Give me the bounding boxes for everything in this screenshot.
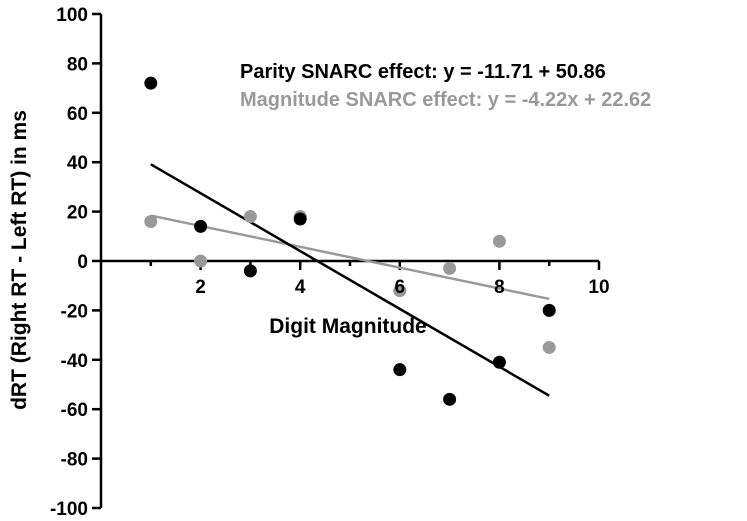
legend-magnitude-snarc: Magnitude SNARC effect: y = -4.22x + 22.… [240,89,651,111]
parity-data-point [443,392,457,406]
x-tick-label: 6 [395,277,406,298]
y-tick-label: -40 [61,351,88,372]
legend-parity-snarc: Parity SNARC effect: y = -11.71 + 50.86 [240,61,606,83]
parity-data-point [393,363,407,377]
magnitude-data-point [542,340,556,354]
magnitude-data-point [443,261,457,275]
parity-data-point [243,264,257,278]
y-tick-label: 100 [56,5,88,26]
x-tick-label: 10 [588,277,609,298]
parity-data-point [492,355,506,369]
tick-labels: -100 -80 -60 -40 -20 0 20 40 60 80 100 2 4 6 8 10 [50,5,610,520]
x-axis-title: Digit Magnitude [269,315,426,338]
y-tick-label: 20 [67,203,88,224]
y-tick-label: -100 [50,499,88,520]
x-tick-label: 8 [494,277,505,298]
y-tick-label: -60 [61,400,88,421]
axes [92,12,601,510]
magnitude-fit-line [150,214,550,301]
y-tick-label: 80 [67,54,88,75]
magnitude-data-point [194,254,208,268]
y-tick-label: -80 [61,450,88,471]
magnitude-data-point [144,214,158,228]
parity-fit-line [150,163,550,397]
y-tick-label: 60 [67,104,88,125]
x-tick-label: 4 [295,277,306,298]
y-tick-label: 40 [67,153,88,174]
magnitude-data-point [393,284,407,298]
x-tick-label: 2 [195,277,206,298]
y-tick-label: -20 [61,301,88,322]
data-points [144,76,556,406]
parity-data-point [194,219,208,233]
magnitude-data-point [243,210,257,224]
magnitude-data-point [492,234,506,248]
parity-data-point [542,303,556,317]
y-axis-title: dRT (Right RT - Left RT) in ms [8,110,31,410]
parity-data-point [144,76,158,90]
parity-data-point [293,212,307,226]
y-tick-label: 0 [77,252,88,273]
fit-lines [150,163,550,397]
